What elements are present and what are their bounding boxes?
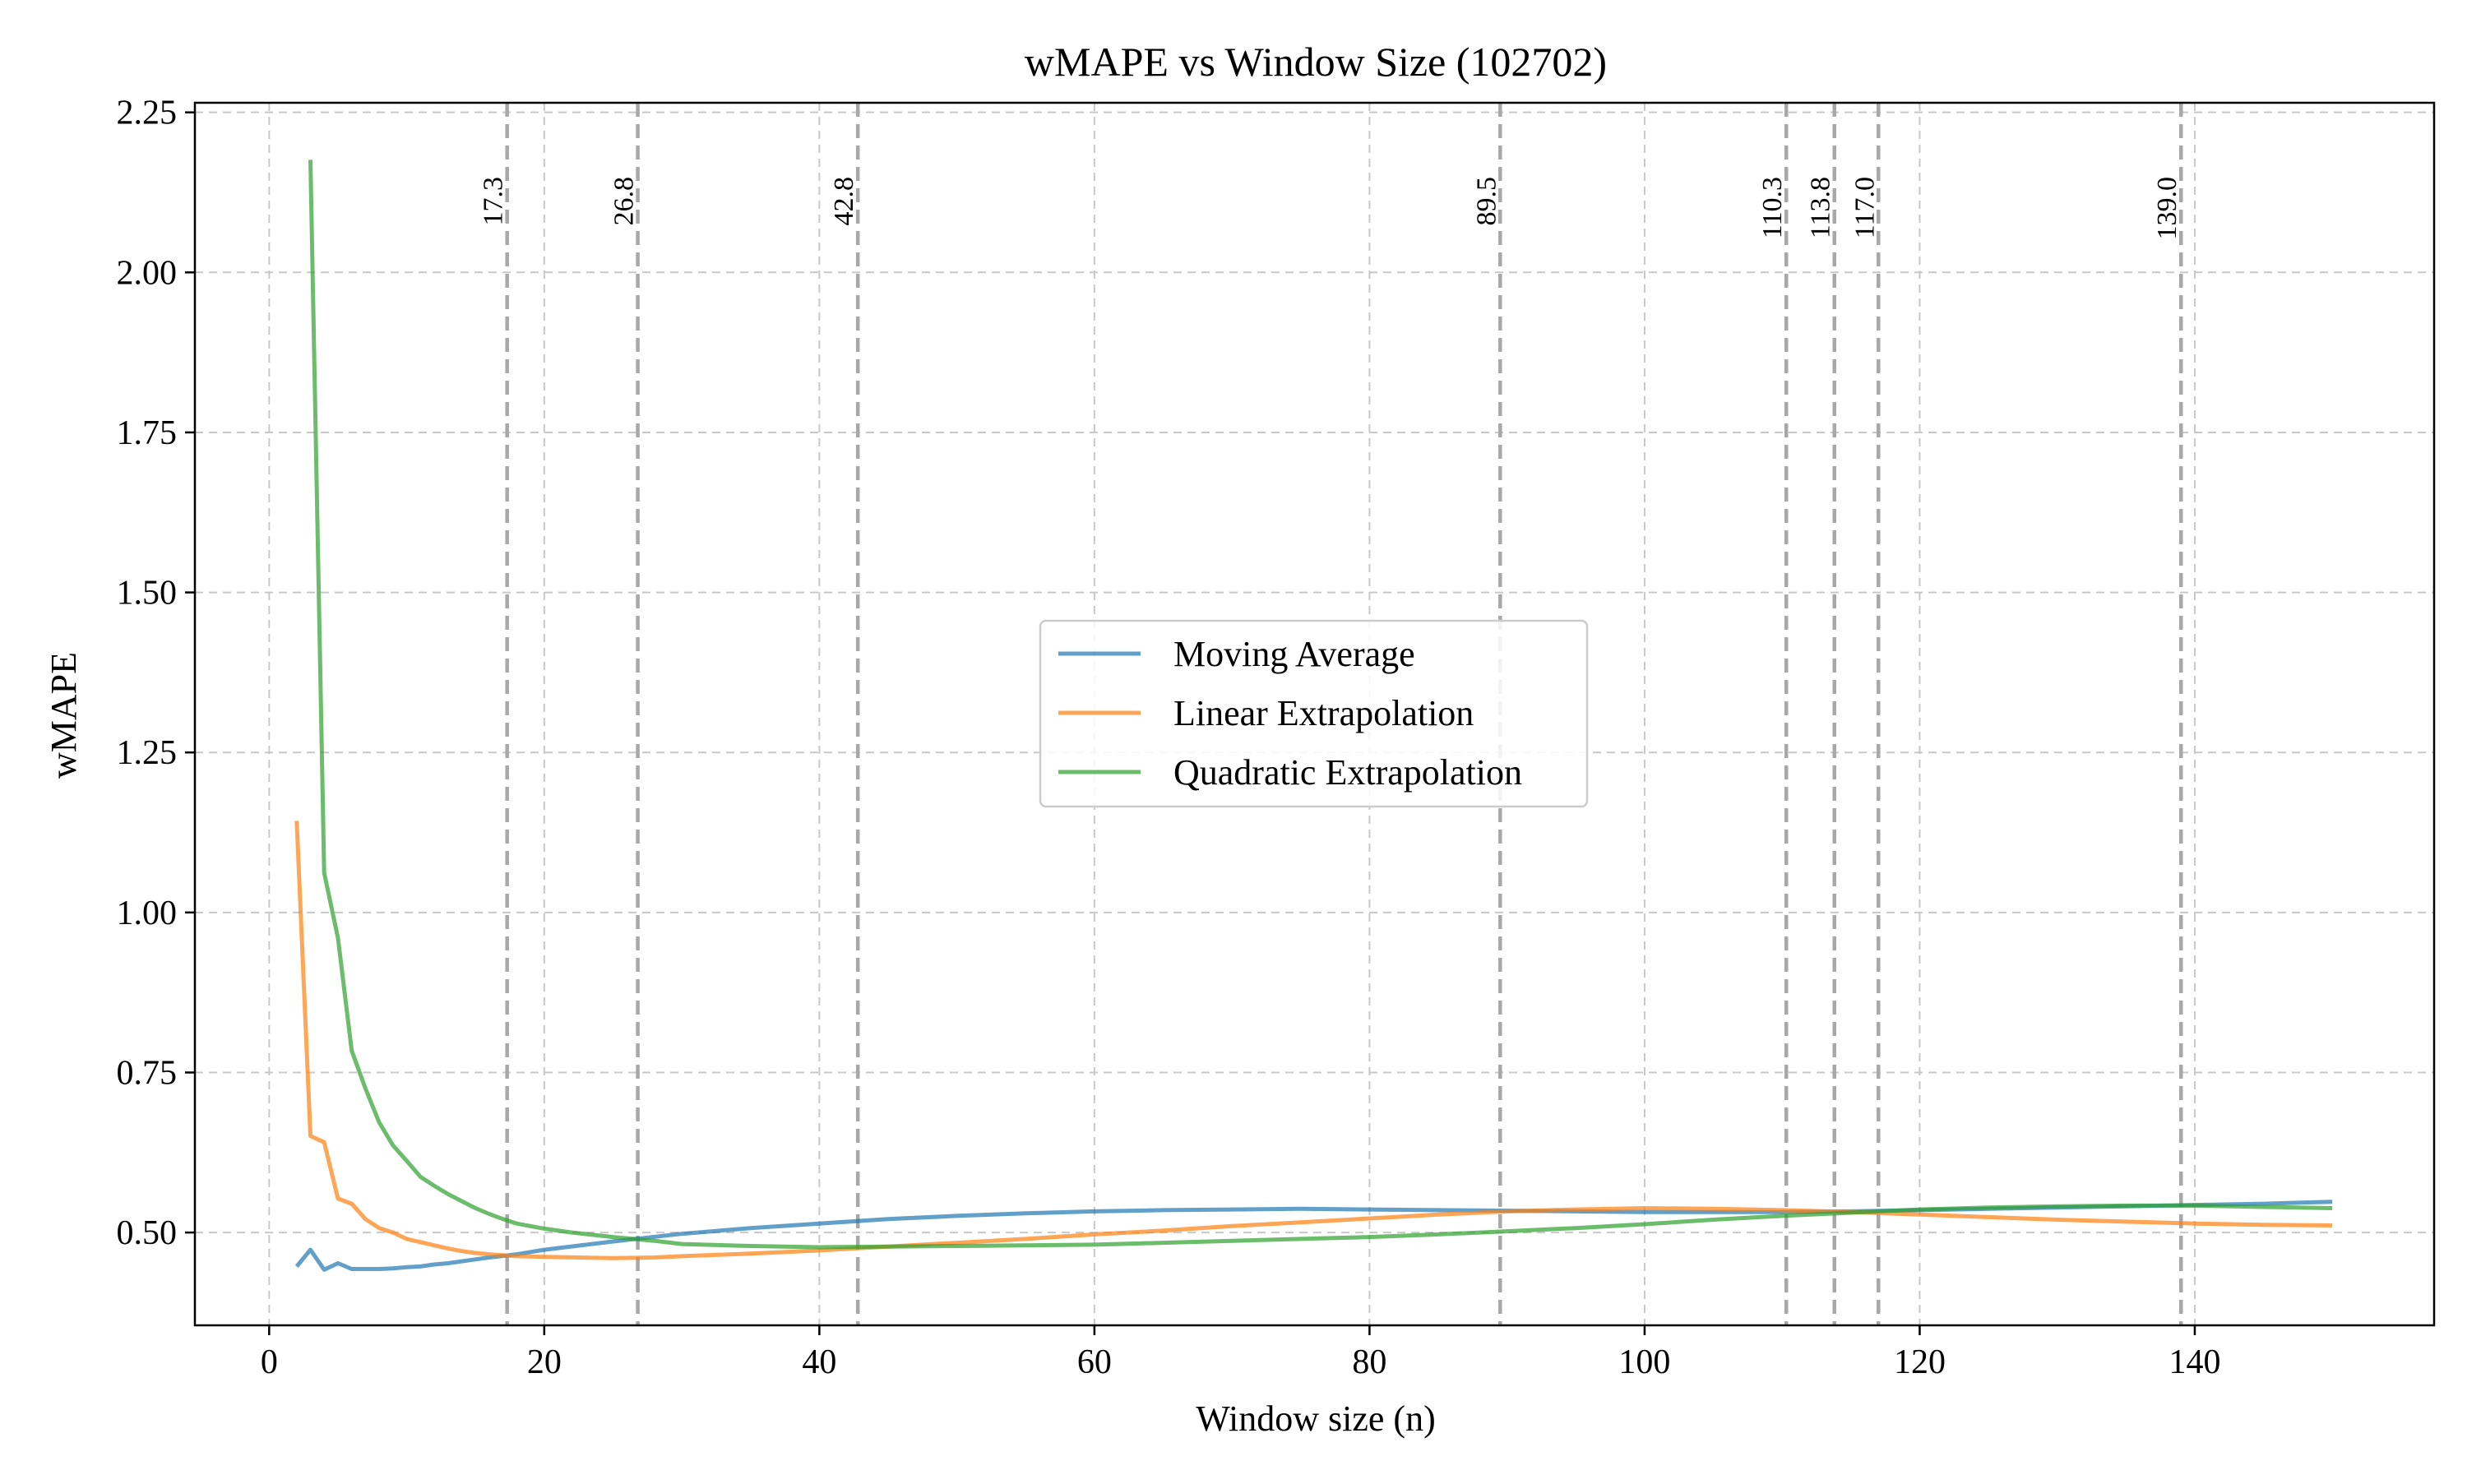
vline-label: 17.3 — [479, 177, 509, 226]
legend-label: Linear Extrapolation — [1173, 693, 1474, 733]
x-tick-label: 40 — [802, 1343, 836, 1381]
x-tick-label: 0 — [261, 1343, 278, 1381]
legend: Moving Average Linear Extrapolation Quadra… — [1039, 619, 1589, 808]
x-tick-label: 100 — [1618, 1343, 1670, 1381]
vline-label: 89.5 — [1471, 177, 1502, 226]
legend-label: Moving Average — [1173, 634, 1415, 674]
x-tick-label: 140 — [2168, 1343, 2220, 1381]
vline-label: 117.0 — [1849, 177, 1880, 238]
y-tick-label: 1.00 — [117, 895, 178, 932]
y-tick-label: 1.25 — [117, 734, 178, 772]
y-tick-label: 1.50 — [117, 575, 178, 613]
y-tick-label: 0.50 — [117, 1214, 178, 1252]
legend-label: Quadratic Extrapolation — [1173, 752, 1522, 793]
vline-label: 113.8 — [1806, 177, 1836, 238]
legend-box — [1039, 619, 1589, 808]
vline-label: 26.8 — [609, 177, 640, 226]
grid — [195, 103, 2434, 1325]
y-tick-label: 2.00 — [117, 254, 178, 292]
plot-frame — [193, 101, 2436, 1327]
vline-label: 42.8 — [829, 177, 859, 226]
y-tick-label: 1.75 — [117, 414, 178, 452]
y-tick-label: 2.25 — [117, 95, 178, 132]
vline-label: 139.0 — [2152, 177, 2182, 240]
x-axis-label: Window size (n) — [1196, 1398, 1435, 1439]
series-line-2 — [308, 159, 2333, 1250]
x-tick-label: 60 — [1077, 1343, 1112, 1381]
axis-ticks: 0 20 40 60 80 100 120 140 0.50 0.75 1.00 1.25 1.50 1.… — [117, 95, 2221, 1381]
series-lines — [294, 159, 2333, 1272]
x-tick-label: 20 — [527, 1343, 562, 1381]
x-tick-label: 120 — [1894, 1343, 1946, 1381]
chart-title: wMAPE vs Window Size (102702) — [1025, 39, 1607, 85]
y-tick-label: 0.75 — [117, 1054, 178, 1092]
y-axis-label: wMAPE — [44, 652, 84, 779]
vertical-reference-lines: 17.3 26.8 42.8 89.5 110.3 113.8 117.0 139.0 — [479, 103, 2183, 1325]
x-tick-label: 80 — [1352, 1343, 1386, 1381]
vline-label: 110.3 — [1757, 177, 1788, 238]
